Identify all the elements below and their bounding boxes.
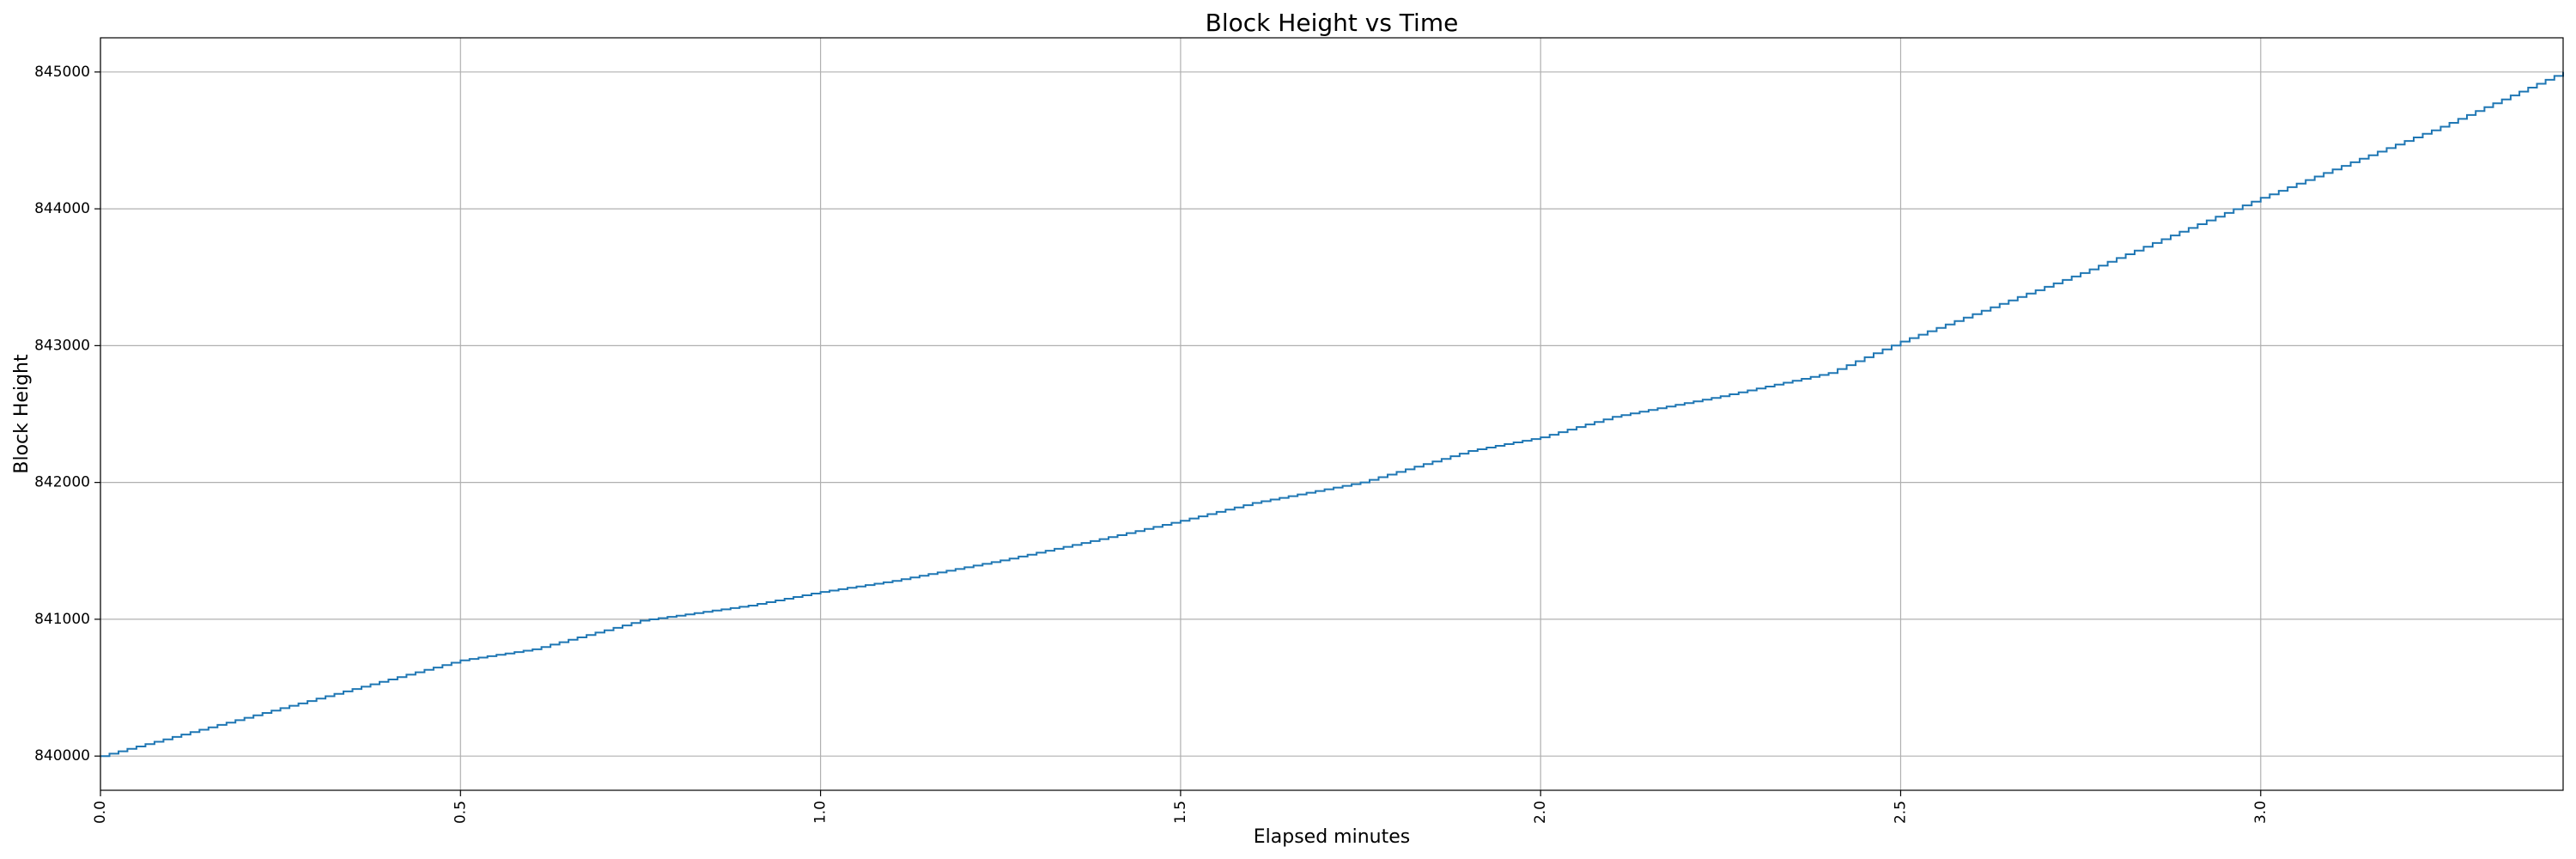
x-axis-label: Elapsed minutes — [1254, 826, 1410, 848]
x-tick-label: 1.0 — [812, 801, 829, 824]
y-tick-label: 841000 — [34, 611, 90, 628]
y-tick-label: 842000 — [34, 474, 90, 491]
y-axis: 840000 841000 842000 843000 844000 845000 — [34, 64, 100, 765]
series-layer — [100, 71, 2564, 758]
x-tick-label: 3.0 — [2252, 801, 2269, 824]
y-axis-label: Block Height — [11, 354, 33, 474]
x-tick-label: 2.0 — [1532, 801, 1549, 824]
y-tick-label: 845000 — [34, 64, 90, 81]
chart-title: Block Height vs Time — [1206, 9, 1459, 37]
x-tick-label: 2.5 — [1892, 801, 1909, 824]
x-axis: 0.0 0.5 1.0 1.5 2.0 2.5 3.0 — [92, 790, 2269, 824]
y-tick-label: 840000 — [34, 747, 90, 765]
grid — [100, 38, 2563, 790]
series-line — [100, 71, 2564, 758]
x-tick-label: 0.0 — [92, 801, 109, 824]
y-tick-label: 844000 — [34, 200, 90, 217]
x-tick-label: 1.5 — [1172, 801, 1189, 824]
plot-frame — [100, 37, 2564, 791]
y-tick-label: 843000 — [34, 337, 90, 354]
x-tick-label: 0.5 — [452, 801, 469, 824]
